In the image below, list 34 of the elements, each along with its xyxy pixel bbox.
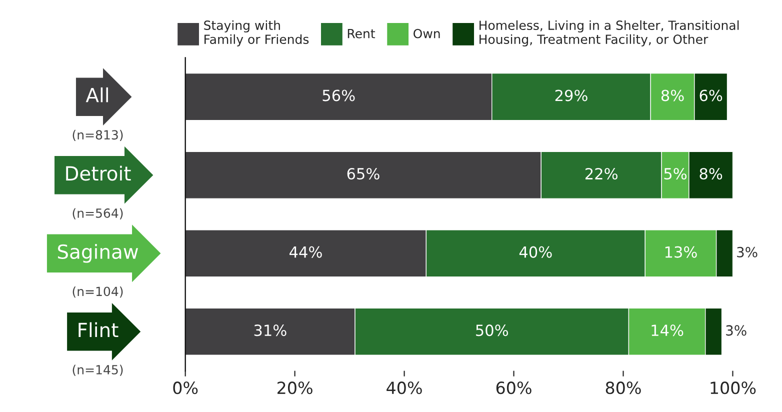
x-tick-label: 40% xyxy=(386,382,422,394)
data-label: 29% xyxy=(555,90,588,102)
x-tick-label: 80% xyxy=(606,382,641,394)
y-tick-label: Flint xyxy=(78,322,118,338)
text: (n=564) xyxy=(72,208,123,220)
data-label: 14% xyxy=(652,324,684,336)
x-tick-label: 20% xyxy=(278,382,312,394)
legend-label: Rent xyxy=(348,29,376,38)
data-label: 22% xyxy=(586,168,618,180)
data-label: 13% xyxy=(665,246,697,258)
legend-label: Staying with Family or Friends xyxy=(204,20,309,46)
y-tick-label: All xyxy=(86,87,108,102)
data-label: 3% xyxy=(726,325,746,336)
data-label: 65% xyxy=(347,168,380,180)
legend-label: Own xyxy=(414,28,440,38)
data-label: 50% xyxy=(476,324,508,336)
data-label: 56% xyxy=(322,90,355,102)
data-label: 6% xyxy=(700,90,722,102)
data-label: 8% xyxy=(700,168,722,180)
text: (n=813) xyxy=(72,130,123,142)
data-label: 44% xyxy=(290,246,322,258)
y-tick-label: Detroit xyxy=(66,166,131,181)
text: (n=104) xyxy=(72,286,123,298)
x-tick-label: 100% xyxy=(710,382,756,394)
x-tick-label: 0% xyxy=(173,382,198,394)
data-label: 31% xyxy=(254,324,286,336)
data-label: 8% xyxy=(661,90,684,102)
data-label: 5% xyxy=(664,168,687,180)
y-tick-label: Saginaw xyxy=(58,244,138,263)
text: (n=145) xyxy=(72,364,123,376)
legend-label: Homeless, Living in a Shelter, Transitional Housing, Treatment Facility, or Other xyxy=(480,20,739,46)
data-label: 40% xyxy=(519,246,552,258)
x-tick-label: 60% xyxy=(496,382,532,394)
data-label: 3% xyxy=(737,246,758,258)
